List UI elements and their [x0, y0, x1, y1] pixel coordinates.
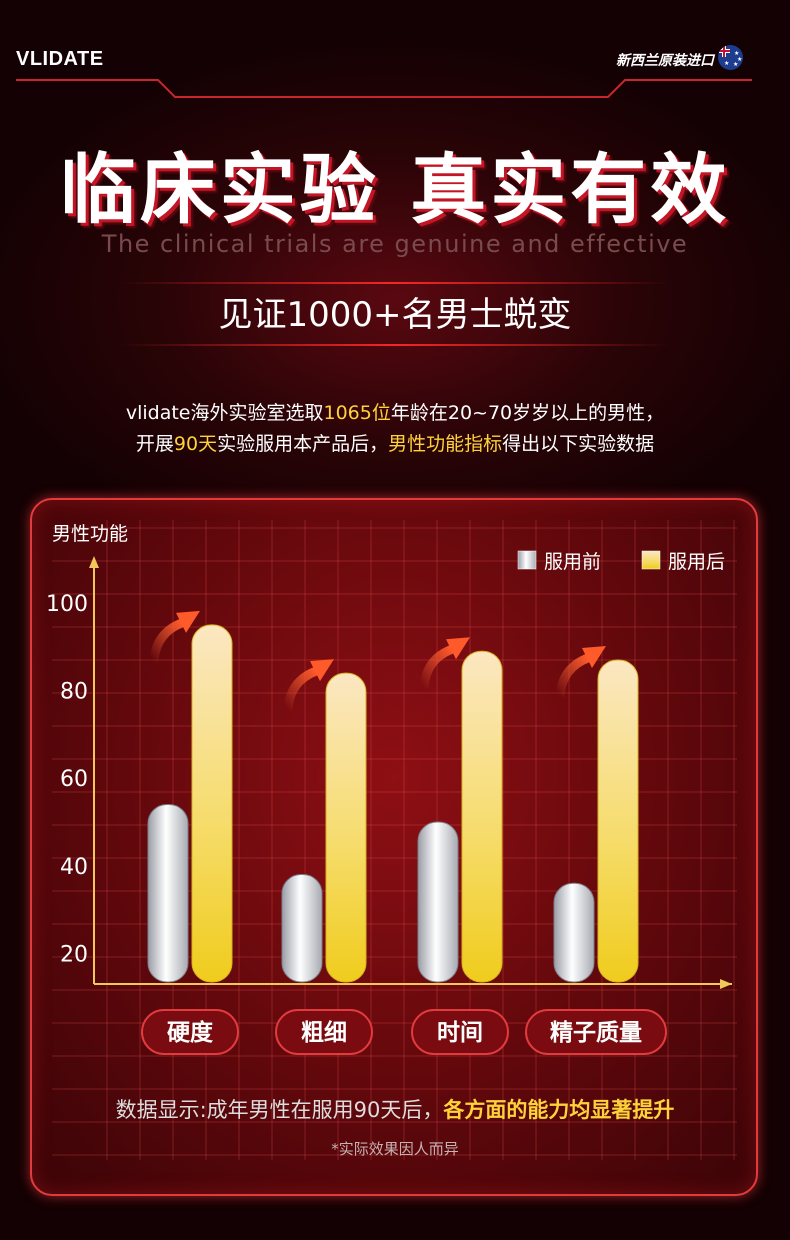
bar-before-0: [147, 803, 189, 983]
growth-arrow-icon: [419, 637, 470, 692]
legend-swatch-before: [517, 550, 537, 570]
category-pill-2: [411, 1009, 509, 1055]
y-tick-label: 100: [46, 592, 88, 617]
bar-after-0: [191, 624, 233, 983]
growth-arrow-icon: [555, 645, 606, 701]
bar-after-1: [325, 672, 367, 983]
bar-before-2: [417, 821, 459, 983]
summary-note: 数据显示:成年男性在服用90天后，各方面的能力均显著提升: [115, 1098, 675, 1122]
description-line-2: 开展90天实验服用本产品后，男性功能指标得出以下实验数据: [135, 433, 655, 455]
y-tick-label: 20: [60, 942, 88, 967]
category-pill-1: [275, 1009, 373, 1055]
growth-arrow-shaft: [419, 644, 457, 692]
growth-arrow-head: [446, 637, 470, 660]
australia-flag-icon: ★ ★ ★ ★: [718, 45, 743, 70]
brand-logo: VLIDATE: [16, 48, 104, 70]
description-line-1: vlidate海外实验室选取1065位年龄在20~70岁岁以上的男性，: [125, 402, 665, 424]
category-label-1: 粗细: [301, 1019, 347, 1046]
y-axis-arrow: [89, 556, 99, 568]
glow-divider-top: [120, 282, 670, 284]
disclaimer: *实际效果因人而异: [331, 1140, 459, 1158]
bar-before-3: [553, 882, 595, 983]
category-pill-0: [141, 1009, 239, 1055]
growth-arrow-head: [582, 645, 606, 668]
growth-arrow-shaft: [149, 618, 187, 666]
summary-highlight: 各方面的能力均显著提升: [443, 1098, 675, 1122]
y-tick-label: 80: [60, 680, 88, 705]
x-axis-arrow: [720, 979, 732, 989]
highlight-days: 90天: [173, 433, 218, 455]
growth-arrow-icon: [149, 610, 200, 666]
y-axis-label: 男性功能: [52, 523, 128, 545]
english-subtitle: The clinical trials are genuine and effe…: [101, 230, 689, 258]
growth-arrow-head: [310, 659, 334, 682]
bar-before-1: [281, 874, 323, 983]
y-tick-label: 60: [60, 767, 88, 792]
growth-arrow-shaft: [555, 653, 593, 701]
legend-swatch-after: [641, 550, 661, 570]
growth-arrow-shaft: [283, 666, 321, 714]
glow-divider-bottom: [120, 344, 670, 346]
chart-panel: 男性功能 20 40 60 80 100 服用前 服用后硬度 粗细 时间 精子质量: [30, 498, 758, 1196]
category-label-2: 时间: [437, 1020, 483, 1046]
highlight-count: 1065位: [323, 402, 391, 424]
bar-after-2: [461, 650, 503, 983]
category-pill-3: [525, 1009, 667, 1055]
origin-label: 新西兰原装进口: [616, 53, 714, 69]
y-tick-label: 40: [60, 855, 88, 880]
page-title: 临床实验 真实有效: [59, 145, 731, 234]
header-divider: [16, 79, 752, 98]
growth-arrow-head: [176, 610, 200, 633]
category-label-0: 硬度: [167, 1019, 214, 1046]
bar-after-3: [597, 659, 639, 983]
witness-heading: 见证1000+名男士蜕变: [218, 295, 572, 335]
category-label-3: 精子质量: [550, 1020, 642, 1046]
legend-label-after: 服用后: [668, 551, 725, 573]
growth-arrow-icon: [283, 659, 334, 714]
legend-label-before: 服用前: [544, 551, 601, 573]
highlight-metric: 男性功能指标: [388, 433, 503, 455]
